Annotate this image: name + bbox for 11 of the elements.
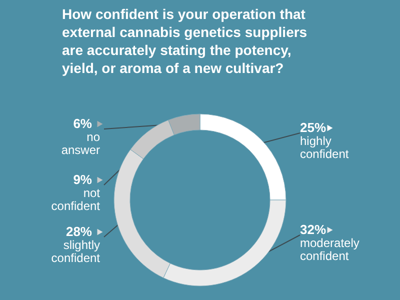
data-label: 32% [300, 222, 326, 237]
legend-label: slightly confident [51, 238, 101, 265]
data-label: 28% [66, 224, 92, 239]
data-label: 9% [73, 172, 92, 187]
data-label: 25% [300, 120, 326, 135]
legend-label: no answer [61, 130, 100, 157]
legend-label: highly confident [300, 134, 350, 161]
data-label: 6% [73, 116, 92, 131]
chart-title: How confident is your operation that external cannabis genetics suppliers are accurately stating the potency, yield, or aroma of a new cultivar? [62, 6, 308, 76]
legend-label: moderately confident [300, 236, 360, 263]
legend-label: not confident [51, 186, 101, 213]
